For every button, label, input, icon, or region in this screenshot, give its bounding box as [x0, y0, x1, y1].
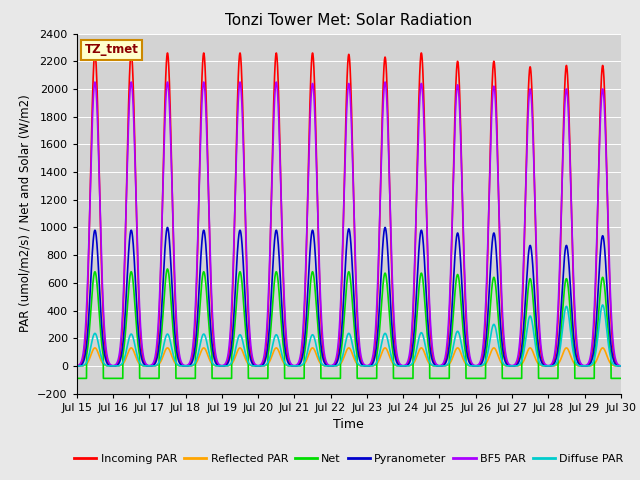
- Reflected PAR: [471, 363, 479, 369]
- Diffuse PAR: [599, 302, 607, 308]
- Net: [617, 375, 625, 381]
- BF5 PAR: [471, 362, 479, 368]
- Net: [171, 344, 179, 350]
- Incoming PAR: [502, 355, 509, 360]
- Incoming PAR: [441, 360, 449, 365]
- Net: [329, 375, 337, 381]
- Line: BF5 PAR: BF5 PAR: [77, 82, 621, 366]
- Reflected PAR: [441, 363, 449, 369]
- Reflected PAR: [91, 345, 99, 351]
- Line: Incoming PAR: Incoming PAR: [77, 53, 621, 366]
- X-axis label: Time: Time: [333, 418, 364, 431]
- Pyranometer: [471, 363, 479, 369]
- Y-axis label: PAR (umol/m2/s) / Net and Solar (W/m2): PAR (umol/m2/s) / Net and Solar (W/m2): [19, 95, 32, 333]
- Reflected PAR: [171, 360, 179, 365]
- Reflected PAR: [329, 363, 337, 369]
- Title: Tonzi Tower Met: Solar Radiation: Tonzi Tower Met: Solar Radiation: [225, 13, 472, 28]
- Pyranometer: [502, 360, 509, 365]
- Line: Diffuse PAR: Diffuse PAR: [77, 305, 621, 366]
- Pyranometer: [616, 363, 624, 369]
- Pyranometer: [171, 328, 179, 334]
- Net: [471, 375, 479, 381]
- Line: Reflected PAR: Reflected PAR: [77, 348, 621, 366]
- Net: [73, 375, 81, 381]
- Diffuse PAR: [617, 363, 625, 369]
- Reflected PAR: [502, 363, 509, 369]
- Incoming PAR: [91, 50, 99, 56]
- Incoming PAR: [73, 363, 81, 369]
- Text: TZ_tmet: TZ_tmet: [85, 43, 139, 56]
- Net: [616, 375, 624, 381]
- BF5 PAR: [616, 363, 624, 369]
- Diffuse PAR: [328, 363, 336, 369]
- Legend: Incoming PAR, Reflected PAR, Net, Pyranometer, BF5 PAR, Diffuse PAR: Incoming PAR, Reflected PAR, Net, Pyrano…: [70, 450, 628, 468]
- Reflected PAR: [73, 363, 81, 369]
- Pyranometer: [73, 363, 81, 369]
- Pyranometer: [617, 363, 625, 369]
- Incoming PAR: [329, 363, 337, 369]
- Pyranometer: [329, 363, 337, 369]
- Line: Pyranometer: Pyranometer: [77, 228, 621, 366]
- Diffuse PAR: [440, 363, 448, 369]
- Net: [502, 375, 509, 381]
- BF5 PAR: [171, 275, 179, 280]
- BF5 PAR: [73, 363, 81, 369]
- BF5 PAR: [617, 363, 625, 369]
- BF5 PAR: [329, 362, 337, 368]
- Diffuse PAR: [171, 357, 179, 362]
- Pyranometer: [164, 225, 172, 230]
- Diffuse PAR: [471, 363, 479, 369]
- Net: [441, 375, 449, 381]
- Pyranometer: [441, 361, 449, 367]
- BF5 PAR: [91, 79, 99, 85]
- Diffuse PAR: [616, 363, 624, 369]
- Diffuse PAR: [73, 363, 81, 369]
- Incoming PAR: [471, 363, 479, 369]
- Incoming PAR: [617, 363, 625, 369]
- Incoming PAR: [616, 363, 624, 369]
- Incoming PAR: [171, 283, 179, 289]
- BF5 PAR: [502, 350, 509, 356]
- Net: [164, 266, 172, 272]
- Line: Net: Net: [77, 269, 621, 378]
- Reflected PAR: [617, 363, 625, 369]
- Diffuse PAR: [502, 362, 509, 368]
- Reflected PAR: [616, 363, 624, 369]
- BF5 PAR: [441, 357, 449, 362]
